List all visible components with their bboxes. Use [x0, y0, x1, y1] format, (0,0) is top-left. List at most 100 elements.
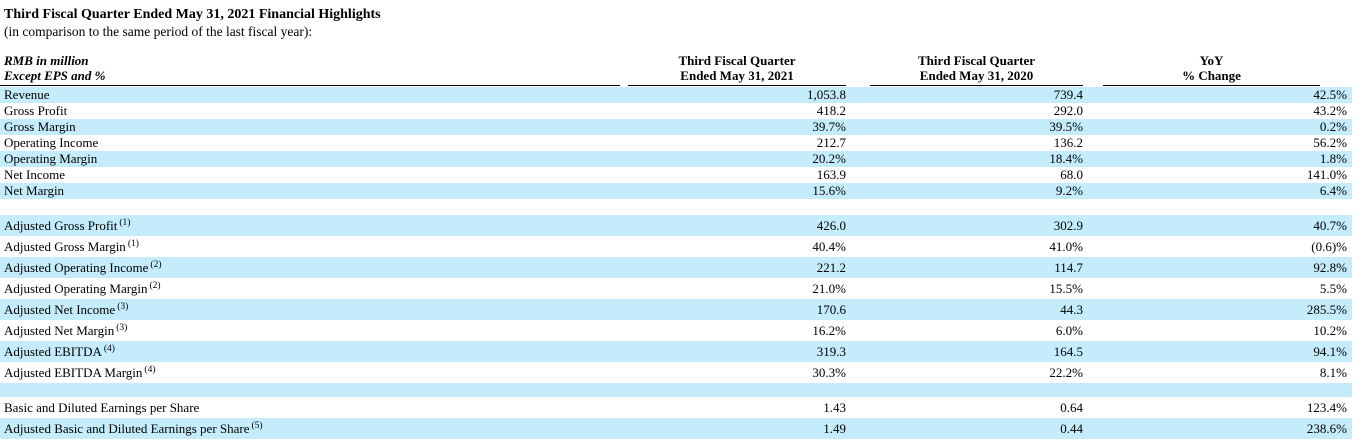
value-yoy-change: 43.2% — [1313, 103, 1347, 118]
table-header: RMB in million Except EPS and % Third Fi… — [0, 53, 1352, 86]
table-row: Adjusted Gross Margin (1) 40.4% 41.0% (0.6)% — [0, 236, 1352, 257]
row-label: Gross Profit — [4, 103, 68, 118]
value-yoy-change: 285.5% — [1306, 301, 1347, 317]
row-label: Net Margin — [4, 183, 65, 198]
value-yoy-change: 0.2% — [1319, 119, 1347, 134]
header-underline-q3-2020 — [870, 85, 1083, 86]
value-yoy-change: 123.4% — [1306, 399, 1347, 415]
table-row: Net Margin 15.6% 9.2% 6.4% — [0, 183, 1352, 199]
value-yoy-change: 5.5% — [1319, 280, 1347, 296]
value-q3-2021: 40.4% — [812, 238, 846, 254]
page-title: Third Fiscal Quarter Ended May 31, 2021 … — [4, 7, 381, 22]
value-q3-2021: 212.7 — [816, 135, 846, 150]
value-q3-2020: 292.0 — [1053, 103, 1083, 118]
column-header-yoy-line2: % Change — [1182, 67, 1241, 83]
value-q3-2020: 164.5 — [1053, 343, 1083, 359]
table-row: Adjusted Net Income (3) 170.6 44.3 285.5% — [0, 299, 1352, 320]
footnote-marker: (3) — [117, 301, 129, 312]
footnote-marker: (2) — [149, 280, 161, 291]
value-q3-2021: 319.3 — [816, 343, 846, 359]
value-yoy-change: (0.6)% — [1311, 238, 1347, 254]
table-row: Revenue 1,053.8 739.4 42.5% — [0, 87, 1352, 103]
value-yoy-change: 1.8% — [1319, 151, 1347, 166]
page-subtitle: (in comparison to the same period of the… — [4, 24, 313, 39]
value-yoy-change: 40.7% — [1313, 217, 1347, 233]
value-q3-2020: 114.7 — [1054, 259, 1083, 275]
column-header-q3-2020-line1: Third Fiscal Quarter — [918, 53, 1035, 68]
table-row: Basic and Diluted Earnings per Share 1.43… — [0, 397, 1352, 418]
value-yoy-change: 238.6% — [1306, 420, 1347, 436]
table-row: Gross Margin 39.7% 39.5% 0.2% — [0, 119, 1352, 135]
footnote-marker: (3) — [116, 322, 128, 333]
value-q3-2020: 18.4% — [1049, 151, 1083, 166]
value-q3-2021: 221.2 — [816, 259, 846, 275]
row-label: Adjusted EBITDA (4) — [4, 343, 115, 359]
spacer-row — [0, 383, 1352, 397]
column-header-yoy-line1: YoY — [1199, 53, 1224, 68]
column-header-q3-2021: Third Fiscal Quarter Ended May 31, 2021 — [628, 53, 846, 83]
value-q3-2020: 41.0% — [1049, 238, 1083, 254]
table-row: Operating Margin 20.2% 18.4% 1.8% — [0, 151, 1352, 167]
value-q3-2020: 44.3 — [1060, 301, 1083, 317]
value-q3-2021: 21.0% — [812, 280, 846, 296]
header-underline-yoy — [1103, 85, 1320, 86]
row-label: Revenue — [4, 87, 50, 102]
value-q3-2021: 15.6% — [812, 183, 846, 198]
table-row: Adjusted EBITDA Margin (4) 30.3% 22.2% 8.1% — [0, 362, 1352, 383]
column-header-q3-2020-line2: Ended May 31, 2020 — [919, 67, 1034, 83]
column-header-q3-2021-line2: Ended May 31, 2021 — [680, 67, 794, 83]
footnote-marker: (5) — [251, 420, 263, 431]
column-header-yoy: YoY % Change — [1103, 53, 1320, 83]
table-row: Adjusted Gross Profit (1) 426.0 302.9 40.7% — [0, 215, 1352, 236]
value-q3-2020: 0.64 — [1060, 399, 1083, 415]
value-q3-2021: 20.2% — [812, 151, 846, 166]
table-row: Adjusted Net Margin (3) 16.2% 6.0% 10.2% — [0, 320, 1352, 341]
table-row: Adjusted Operating Income (2) 221.2 114.7 92… — [0, 257, 1352, 278]
value-q3-2020: 22.2% — [1049, 364, 1083, 380]
table-row: Net Income 163.9 68.0 141.0% — [0, 167, 1352, 183]
value-yoy-change: 92.8% — [1313, 259, 1347, 275]
table-body: Revenue 1,053.8 739.4 42.5% Gross Profit 418.… — [0, 87, 1360, 439]
value-q3-2020: 68.0 — [1060, 167, 1083, 182]
footnote-marker: (4) — [144, 364, 156, 375]
value-yoy-change: 141.0% — [1306, 167, 1347, 182]
row-label: Basic and Diluted Earnings per Share — [4, 399, 200, 415]
row-label: Adjusted Basic and Diluted Earnings per … — [4, 420, 263, 436]
value-q3-2020: 15.5% — [1049, 280, 1083, 296]
value-q3-2020: 739.4 — [1053, 87, 1083, 102]
value-yoy-change: 8.1% — [1319, 364, 1347, 380]
row-label-header-line1: RMB in million — [4, 53, 89, 68]
row-label: Operating Income — [4, 135, 99, 150]
value-q3-2021: 1.43 — [823, 399, 846, 415]
value-q3-2021: 30.3% — [812, 364, 846, 380]
row-label: Operating Margin — [4, 151, 98, 166]
column-header-q3-2020: Third Fiscal Quarter Ended May 31, 2020 — [870, 53, 1083, 83]
header-underline-q3-2021 — [628, 85, 846, 86]
row-label: Adjusted Gross Profit (1) — [4, 217, 131, 233]
row-label: Adjusted Operating Margin (2) — [4, 280, 161, 296]
value-q3-2021: 1,053.8 — [807, 87, 846, 102]
table-row: Adjusted Basic and Diluted Earnings per … — [0, 418, 1352, 439]
value-q3-2021: 426.0 — [816, 217, 846, 233]
spacer-row — [0, 199, 1352, 215]
row-label: Gross Margin — [4, 119, 76, 134]
value-q3-2020: 302.9 — [1053, 217, 1083, 233]
value-q3-2021: 418.2 — [816, 103, 846, 118]
value-q3-2021: 170.6 — [816, 301, 846, 317]
value-yoy-change: 42.5% — [1313, 87, 1347, 102]
value-q3-2020: 136.2 — [1053, 135, 1083, 150]
value-q3-2020: 0.44 — [1060, 420, 1083, 436]
row-label: Adjusted Gross Margin (1) — [4, 238, 139, 254]
value-q3-2021: 16.2% — [812, 322, 846, 338]
value-yoy-change: 94.1% — [1313, 343, 1347, 359]
table-row: Gross Profit 418.2 292.0 43.2% — [0, 103, 1352, 119]
value-q3-2021: 163.9 — [816, 167, 846, 182]
value-q3-2021: 39.7% — [812, 119, 846, 134]
row-label-header: RMB in million Except EPS and % — [4, 53, 105, 83]
row-label: Adjusted EBITDA Margin (4) — [4, 364, 156, 380]
footnote-marker: (4) — [103, 343, 115, 354]
value-q3-2020: 39.5% — [1049, 119, 1083, 134]
row-label: Adjusted Net Margin (3) — [4, 322, 128, 338]
column-header-q3-2021-line1: Third Fiscal Quarter — [678, 53, 796, 68]
